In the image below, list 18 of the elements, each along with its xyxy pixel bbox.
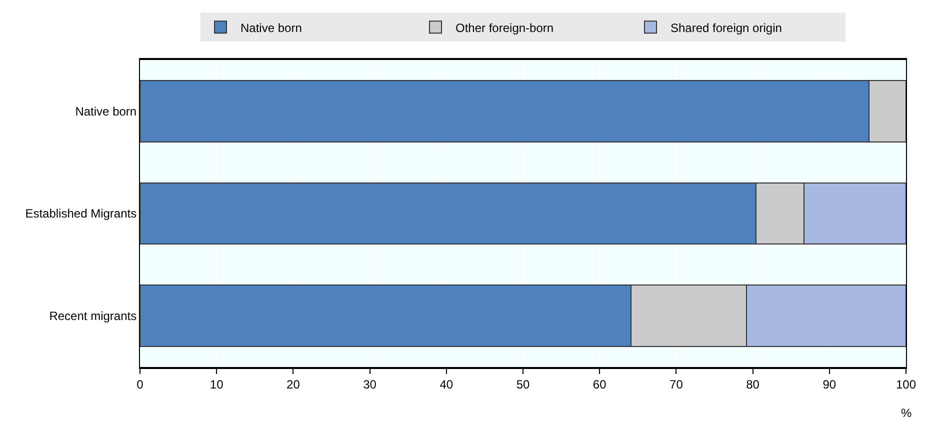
x-tick-label: 20: [286, 377, 300, 392]
y-tick-label: Recent migrants: [49, 309, 137, 324]
x-tick-label: 70: [670, 377, 684, 392]
y-tick-label: Established Migrants: [25, 206, 137, 221]
legend-label: Other foreign-born: [456, 20, 554, 35]
x-tick-label: 0: [136, 377, 144, 392]
y-tick-label: Native born: [75, 104, 137, 118]
legend-label: Shared foreign origin: [670, 20, 782, 35]
x-tick-label: 50: [516, 377, 530, 392]
x-tick-label: 10: [210, 377, 224, 392]
x-axis-title: %: [901, 406, 912, 420]
x-tick-label: 90: [822, 377, 836, 392]
x-tick-label: 60: [592, 377, 607, 392]
x-tick-label: 30: [363, 377, 377, 392]
legend-label: Native born: [240, 20, 302, 35]
x-tick-label: 80: [746, 377, 760, 392]
x-tick-label: 100: [896, 377, 916, 392]
x-tick-label: 40: [440, 377, 454, 392]
